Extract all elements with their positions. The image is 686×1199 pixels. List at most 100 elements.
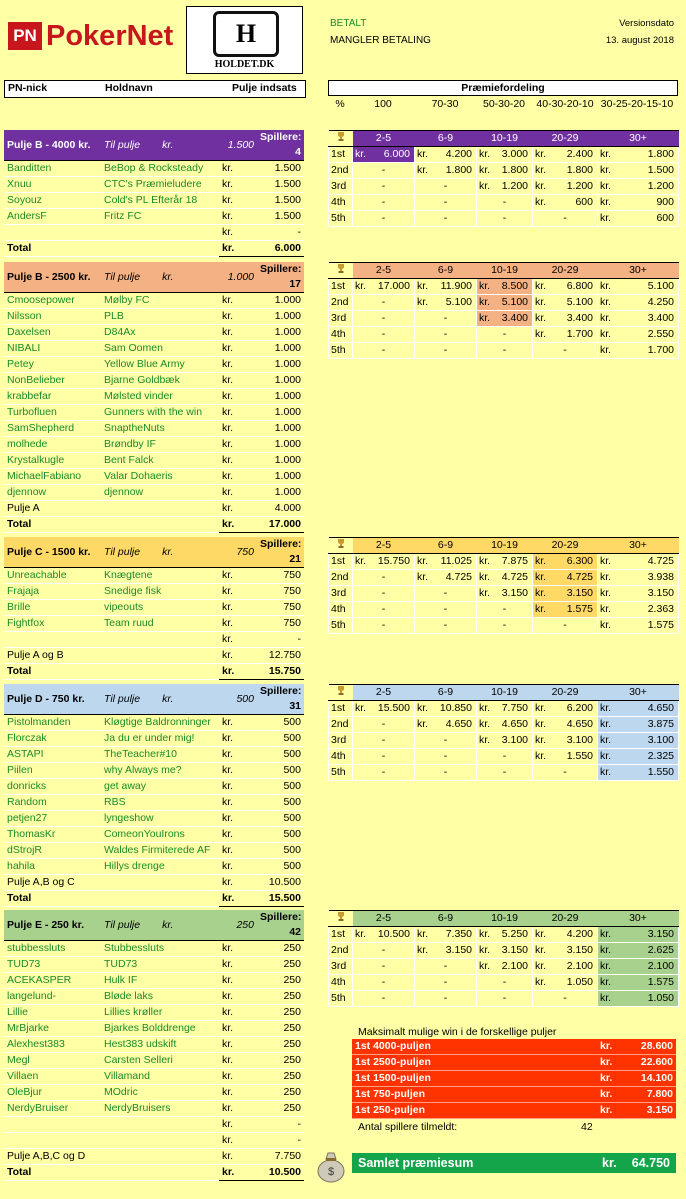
player-stake: 500 [257,842,304,859]
prize-kr-label: kr. [600,555,612,567]
prize-amount: 4.725 [445,571,472,583]
pool-player-table: Pulje C - 1500 kr. Til pulje kr. 750 Spiller… [4,537,304,680]
pool-total-label: Total [4,1164,101,1181]
prize-cell: - [414,194,477,211]
prize-cell: 2-5kr.2.363 [597,601,679,618]
prize-cell: - [476,210,533,227]
prize-pct-0: % [335,98,345,110]
prize-row: 3rd--2-5kr.1.2002-5kr.1.2002-5kr.1.200 [328,178,679,195]
prize-amount: 3.150 [501,944,528,956]
prize-cell: - [352,958,415,975]
pool-title: Pulje B - 2500 kr. [4,262,101,293]
prize-cell: 2-5kr.600 [532,194,598,211]
prize-cell: 2-5kr.3.938 [597,569,679,586]
prize-kr-label: kr. [535,148,547,160]
prize-kr-label: kr. [600,164,612,176]
player-nick: stubbessluts [4,940,101,957]
prize-kr-label: kr. [600,750,612,762]
prize-cell: - [352,974,415,991]
header-nick: PN-nick [8,82,48,94]
prize-kr-label: kr. [479,164,491,176]
player-stake: 250 [257,1068,304,1085]
prize-kr-label: kr. [535,296,547,308]
player-kr: kr. [219,778,257,795]
prize-bracket-header: 10-19 [476,262,533,279]
prize-kr-label: kr. [600,619,612,631]
max-win-kr: kr. [600,1088,613,1100]
player-nick: Fightfox [4,615,101,632]
prize-kr-label: kr. [535,960,547,972]
player-kr: kr. [219,647,257,664]
player-team: BeBop & Rocksteady [101,160,219,177]
prize-kr-label: kr. [600,148,612,160]
prize-amount: 2.550 [647,328,674,340]
prize-kr-label: kr. [535,196,547,208]
prize-kr-label: kr. [600,180,612,192]
player-row: Lillie Lillies krøller kr. 250 [4,1004,304,1021]
prize-header-row: 2-5 6-9 10-19 20-29 30+ [328,910,679,927]
prize-cell: 2-5kr.17.000 [352,278,415,295]
player-team: D84Ax [101,324,219,341]
player-row: Florczak Ja du er under mig! kr. 500 [4,730,304,747]
player-stake: 500 [257,858,304,875]
trophy-icon [337,912,344,921]
player-nick: NonBelieber [4,372,101,389]
prize-row: 4th---2-5kr.1.5502-5kr.2.325 [328,748,679,765]
prize-kr-label: kr. [479,718,491,730]
prize-cell: - [352,310,415,327]
player-stake: 1.000 [257,404,304,421]
prize-bracket-header: 30+ [597,684,679,701]
prize-kr-label: kr. [479,928,491,940]
prize-kr-label: kr. [355,928,367,940]
prize-bracket-header: 10-19 [476,537,533,554]
prize-kr-label: kr. [535,587,547,599]
player-team: djennow [101,484,219,501]
prize-amount: 4.650 [566,718,593,730]
pool-total-row: Total kr. 10.500 [4,1164,304,1181]
prize-cell: 2-5kr.5.100 [414,294,477,311]
prize-cell: - [414,310,477,327]
prize-row: 1st2-5kr.10.5002-5kr.7.3502-5kr.5.2502-5… [328,926,679,943]
prize-cell: - [476,974,533,991]
max-win-amount: 14.100 [640,1072,673,1084]
player-team [101,500,219,517]
player-stake: 12.750 [257,647,304,664]
prize-cell: 2-5kr.4.650 [532,716,598,733]
til-pulje-label: Til pulje [104,270,141,283]
max-win-table: 1st 4000-puljen kr. 28.600 1st 2500-puljen k… [352,1039,676,1119]
prize-row: 5th----2-5kr.1.050 [328,990,679,1007]
player-team: SnaptheNuts [101,420,219,437]
players-count: 21 [289,553,301,565]
max-win-label: 1st 250-puljen [355,1104,426,1116]
player-team: Valar Dohaeris [101,468,219,485]
player-stake: 500 [257,794,304,811]
player-kr: kr. [219,794,257,811]
prize-cell: - [532,210,598,227]
player-kr: kr. [219,599,257,616]
player-team: Knægtene [101,567,219,584]
player-kr: kr. [219,940,257,957]
til-pulje-kr: kr. [162,545,174,558]
player-kr: kr. [219,1052,257,1069]
players-count-label: Antal spillere tilmeldt: [358,1121,458,1133]
pool-prize-table: 2-56-910-1920-2930+1st2-5kr.6.0002-5kr.4… [328,130,679,227]
prize-cell: 2-5kr.1.550 [597,764,679,781]
player-nick: Pistolmanden [4,714,101,731]
prize-bracket-header: 20-29 [532,537,598,554]
player-stake: 10.500 [257,874,304,891]
prize-row: 1st2-5kr.17.0002-5kr.11.9002-5kr.8.5002-… [328,278,679,295]
prize-bracket-header: 10-19 [476,910,533,927]
player-team: lyngeshow [101,810,219,827]
pool-total-label: Total [4,240,101,257]
pokernet-logo: PokerNet [46,20,174,52]
player-row: ASTAPI TheTeacher#10 kr. 500 [4,746,304,763]
trophy-icon-cell [328,684,353,701]
player-nick: Unreachable [4,567,101,584]
prize-kr-label: kr. [535,750,547,762]
prize-row: 3rd--2-5kr.3.4002-5kr.3.4002-5kr.3.400 [328,310,679,327]
prize-cell: 2-5kr.1.050 [532,974,598,991]
prize-amount: 7.750 [501,702,528,714]
player-kr: kr. [219,500,257,517]
prize-cell: 2-5kr.6.800 [532,278,598,295]
prize-kr-label: kr. [535,164,547,176]
